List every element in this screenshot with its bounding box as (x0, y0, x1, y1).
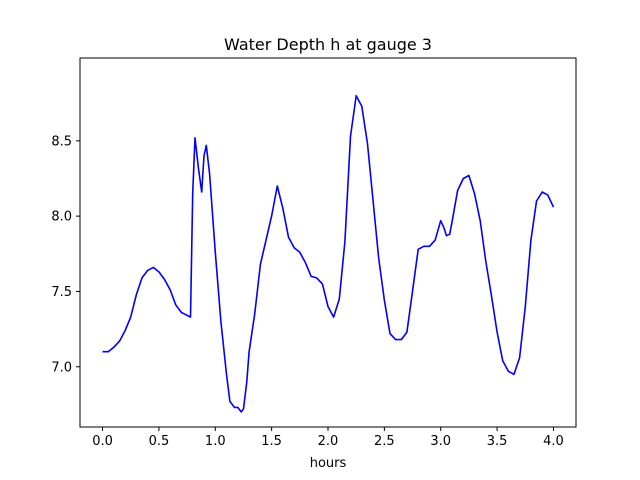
x-tick-label: 0.0 (92, 434, 113, 449)
plot-area (102, 94, 555, 413)
y-axis-ticks: 7.0 7.5 8.0 8.5 (51, 134, 80, 375)
x-tick-label: 2.0 (318, 434, 339, 449)
x-axis-ticks: 0.0 0.5 1.0 1.5 2.0 2.5 3.0 3.5 4.0 (92, 427, 564, 449)
x-tick-label: 2.5 (374, 434, 395, 449)
y-tick-label: 7.0 (51, 360, 72, 375)
series-line-0 (102, 94, 555, 413)
x-tick-label: 1.5 (261, 434, 282, 449)
plot-frame (79, 57, 577, 428)
x-tick-label: 1.0 (205, 434, 226, 449)
x-tick-label: 3.5 (487, 434, 508, 449)
y-tick-label: 8.0 (51, 210, 72, 225)
x-tick-label: 4.0 (543, 434, 564, 449)
x-axis-label: hours (310, 456, 347, 471)
chart-title: Water Depth h at gauge 3 (224, 35, 432, 54)
y-tick-label: 7.5 (51, 285, 72, 300)
y-tick-label: 8.5 (51, 134, 72, 149)
x-tick-label: 0.5 (149, 434, 170, 449)
x-tick-label: 3.0 (430, 434, 451, 449)
